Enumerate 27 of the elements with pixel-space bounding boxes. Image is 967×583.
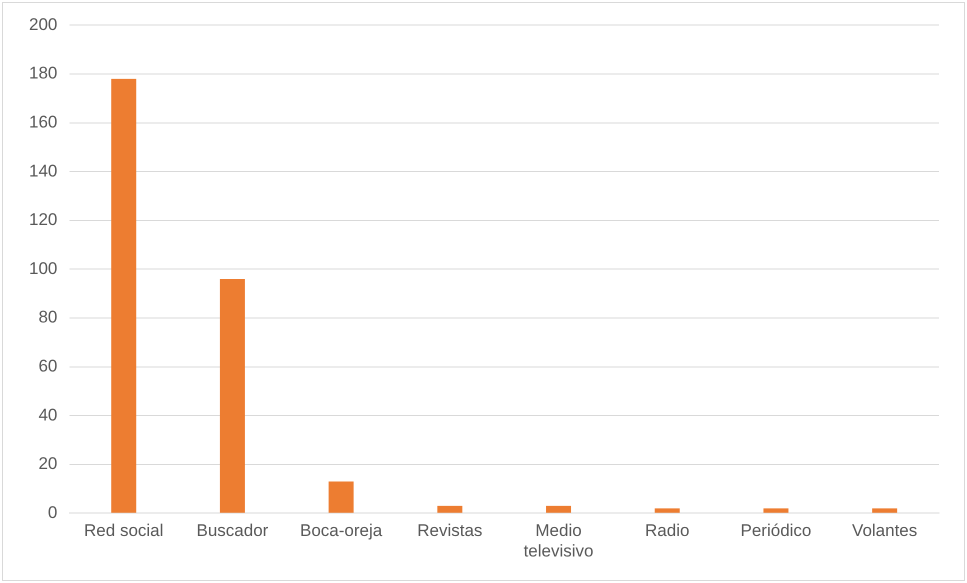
y-tick-label: 60 <box>38 356 58 376</box>
y-tick-label: 140 <box>28 161 58 180</box>
bar <box>220 278 245 513</box>
bar <box>654 508 680 513</box>
x-tick-label: Periódico <box>740 521 812 540</box>
y-tick-label: 0 <box>48 502 58 522</box>
x-tick-label: Red social <box>84 521 164 540</box>
y-tick-label: 100 <box>28 258 58 278</box>
bar <box>763 508 788 513</box>
x-tick-label: Boca-oreja <box>300 521 383 540</box>
y-tick-label: 180 <box>28 64 58 83</box>
bar <box>872 508 898 513</box>
bar <box>546 506 572 513</box>
y-tick-label: 80 <box>38 308 58 327</box>
x-tick-label: Volantes <box>852 521 918 540</box>
y-tick-label: 200 <box>28 14 58 34</box>
y-tick-label: 120 <box>28 210 58 230</box>
y-tick-label: 160 <box>28 112 58 132</box>
x-tick-label: Medio televisivo <box>524 521 594 560</box>
bar <box>328 481 354 513</box>
bar <box>111 78 136 513</box>
x-tick-label: Revistas <box>417 521 482 540</box>
x-tick-label: Buscador <box>196 521 269 540</box>
x-tick-label: Radio <box>645 521 690 540</box>
y-tick-label: 40 <box>38 405 58 424</box>
y-tick-label: 20 <box>38 454 58 474</box>
bar <box>437 506 462 513</box>
